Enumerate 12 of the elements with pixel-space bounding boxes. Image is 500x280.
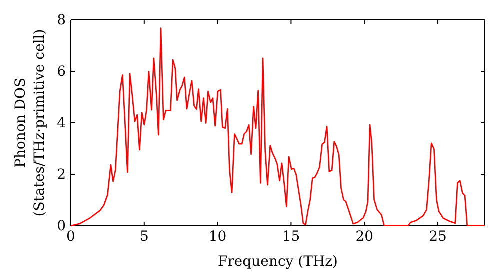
y-tick-label: 2 <box>57 166 66 183</box>
y-tick-label: 6 <box>57 64 66 80</box>
x-tick-label: 20 <box>356 228 374 245</box>
x-tick-label: 15 <box>282 228 300 245</box>
x-tick-label: 25 <box>429 228 447 245</box>
x-axis-title: Frequency (THz) <box>218 254 338 270</box>
y-axis-title: Phonon DOS (States/THz·primitive cell) <box>13 29 48 217</box>
y-tick-label: 4 <box>57 115 66 132</box>
y-tick-label: 0 <box>57 218 66 234</box>
x-tick-label: 10 <box>208 228 227 245</box>
y-tick-label: 8 <box>57 12 66 28</box>
x-tick-label: 5 <box>140 228 149 245</box>
